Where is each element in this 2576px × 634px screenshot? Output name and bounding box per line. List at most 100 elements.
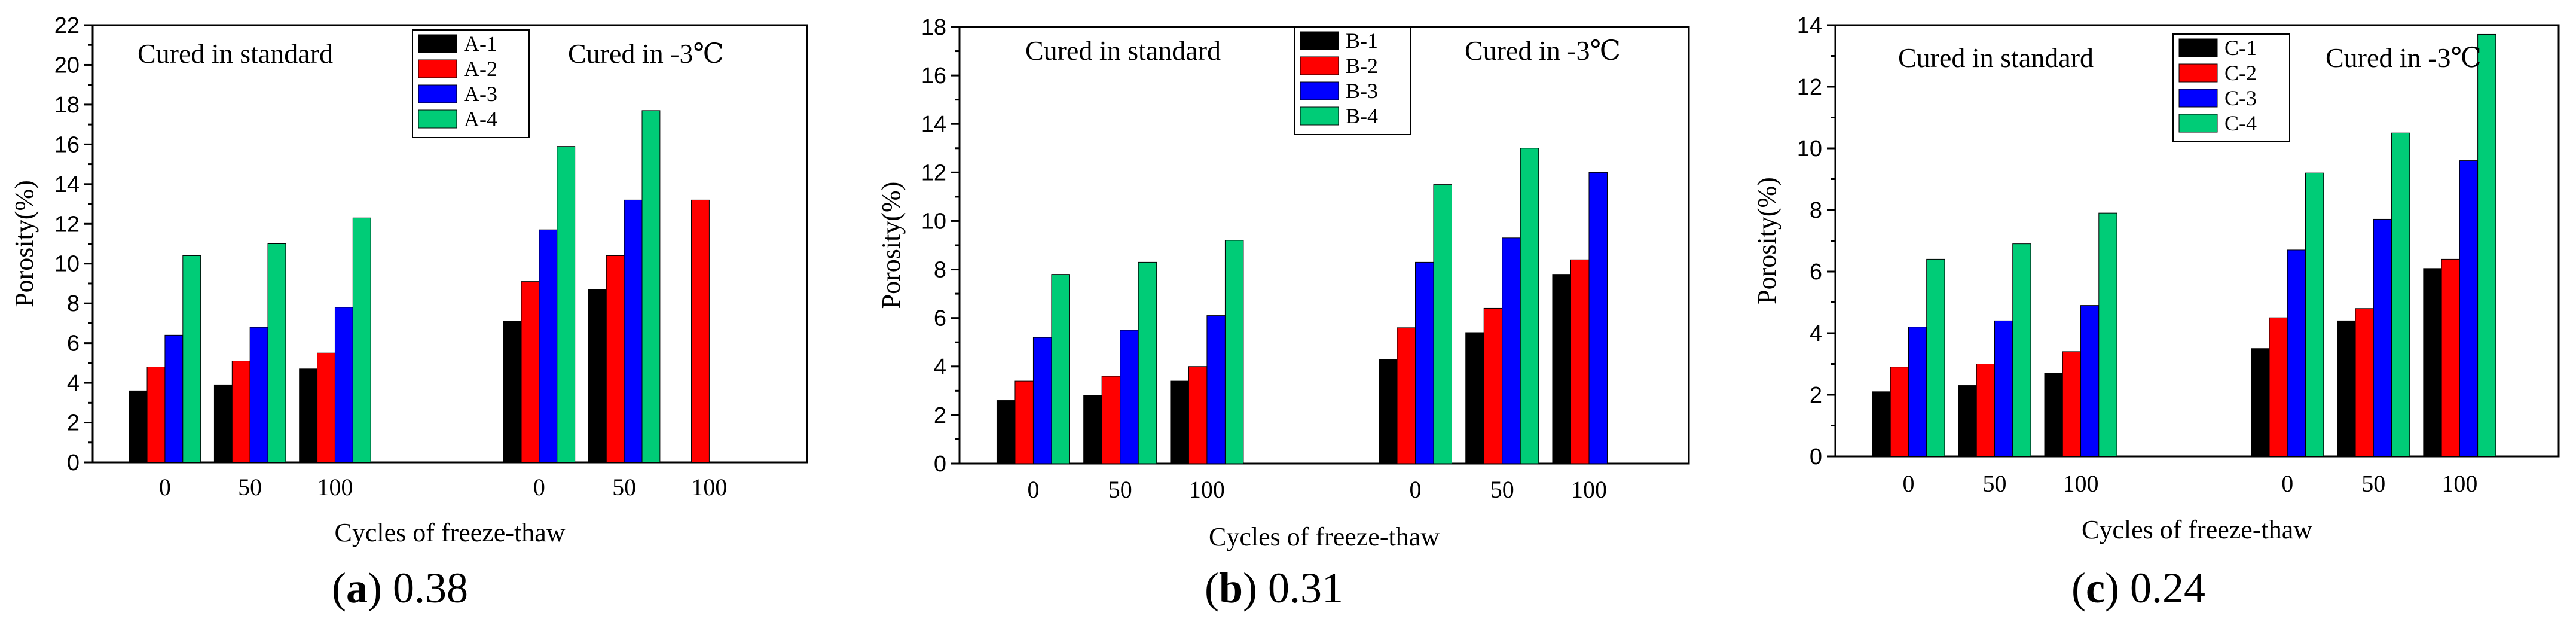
legend-label-C-3: C-3 <box>2224 86 2257 110</box>
x-tick-label: 0 <box>159 474 171 501</box>
bar-C-3-cat0 <box>1908 327 1927 457</box>
bar-C-3-cat1 <box>1994 320 2013 457</box>
legend-swatch-B-2 <box>1300 56 1339 75</box>
bar-B-1-cat4 <box>1465 332 1484 464</box>
y-tick-label: 12 <box>921 160 946 185</box>
bar-B-3-cat0 <box>1032 337 1052 464</box>
y-tick-label: 0 <box>1810 444 1822 470</box>
bar-B-2-cat2 <box>1188 366 1208 464</box>
bar-C-4-cat0 <box>1926 258 1945 457</box>
y-tick-label: 2 <box>67 411 80 436</box>
bar-A-4-cat4 <box>641 110 661 463</box>
legend-label-A-2: A-2 <box>464 57 497 81</box>
legend-label-B-3: B-3 <box>1346 79 1378 103</box>
caption-a-value: 0.38 <box>381 564 468 612</box>
caption-a-letter: a <box>346 564 368 612</box>
bar-B-1-cat5 <box>1552 274 1571 464</box>
bar-C-1-cat5 <box>2423 268 2442 457</box>
y-tick-label: 22 <box>54 13 80 38</box>
bar-B-4-cat3 <box>1433 184 1452 464</box>
y-axis-title: Porosity(%) <box>876 182 906 309</box>
bar-C-3-cat4 <box>2373 218 2392 457</box>
bar-A-3-cat0 <box>164 334 184 463</box>
y-tick-label: 12 <box>1797 75 1822 100</box>
caption-a: (a) 0.38 <box>332 564 468 612</box>
bar-B-2-cat1 <box>1101 376 1121 464</box>
bar-C-4-cat2 <box>2098 212 2117 457</box>
y-tick-label: 14 <box>54 172 80 197</box>
x-tick-label: 100 <box>2441 470 2477 497</box>
bar-B-4-cat1 <box>1138 261 1157 464</box>
bar-B-4-cat2 <box>1224 240 1244 464</box>
y-tick-label: 6 <box>67 331 80 356</box>
legend-label-B-2: B-2 <box>1346 54 1378 78</box>
y-axis-title: Porosity(%) <box>1752 177 1781 304</box>
bar-C-1-cat1 <box>1958 385 1977 457</box>
bar-C-2-cat5 <box>2441 258 2460 457</box>
annotation-standard: Cured in standard <box>137 38 333 69</box>
x-tick-label: 100 <box>691 474 727 501</box>
annotation-minus3: Cured in -3℃ <box>1465 35 1621 66</box>
y-tick-label: 4 <box>934 355 946 380</box>
bar-C-3-cat2 <box>2080 305 2100 457</box>
caption-b-letter: b <box>1218 564 1243 612</box>
bar-C-4-cat1 <box>2012 243 2031 457</box>
y-tick-label: 12 <box>54 212 80 237</box>
x-tick-label: 100 <box>317 474 353 501</box>
y-tick-label: 10 <box>1797 136 1822 161</box>
legend-label-C-4: C-4 <box>2224 111 2257 135</box>
chart-panel-b: 0 2 4 6 8 10 12 14 16 18 Porosity(%) 0 50 100 0 50 100 Cy… <box>876 15 1690 551</box>
annotation-standard: Cured in standard <box>1898 42 2094 73</box>
y-tick-label: 16 <box>54 132 80 157</box>
bar-C-3-cat5 <box>2459 160 2479 457</box>
legend-swatch-B-4 <box>1300 106 1339 126</box>
y-tick-label: 18 <box>54 93 80 118</box>
legend-swatch-A-2 <box>418 59 457 78</box>
bar-C-2-cat3 <box>2269 317 2288 457</box>
bar-B-2-cat5 <box>1570 259 1590 464</box>
legend-label-A-4: A-4 <box>464 107 497 131</box>
bar-A-2-cat5 <box>691 199 710 463</box>
y-tick-label: 14 <box>921 112 946 137</box>
caption-c: (c) 0.24 <box>2071 564 2205 612</box>
bar-A-3-cat3 <box>539 229 558 463</box>
annotation-minus3: Cured in -3℃ <box>568 38 724 69</box>
bar-C-1-cat0 <box>1872 391 1891 457</box>
bar-C-4-cat5 <box>2477 33 2496 457</box>
y-tick-label: 0 <box>934 452 946 477</box>
legend-label-C-2: C-2 <box>2224 61 2257 85</box>
x-tick-label: 100 <box>2063 470 2099 497</box>
bar-B-2-cat0 <box>1014 380 1034 464</box>
x-axis-title: Cycles of freeze-thaw <box>334 518 565 547</box>
bar-B-4-cat0 <box>1051 274 1070 464</box>
legend-swatch-A-1 <box>418 34 457 53</box>
legend-label-B-1: B-1 <box>1346 29 1378 53</box>
legend-swatch-B-3 <box>1300 81 1339 100</box>
legend-swatch-C-4 <box>2178 114 2218 133</box>
y-tick-label: 8 <box>67 291 80 316</box>
x-tick-label: 100 <box>1189 476 1225 503</box>
bar-A-3-cat1 <box>249 327 268 463</box>
legend-swatch-A-4 <box>418 109 457 129</box>
y-tick-label: 18 <box>921 15 946 40</box>
bar-B-2-cat3 <box>1397 327 1416 464</box>
bar-B-4-cat4 <box>1520 148 1539 464</box>
y-tick-label: 4 <box>67 371 80 396</box>
legend-swatch-C-3 <box>2178 89 2218 108</box>
y-tick-label: 2 <box>934 403 946 428</box>
y-tick-label: 4 <box>1810 321 1822 346</box>
x-tick-label: 50 <box>238 474 262 501</box>
bar-A-3-cat2 <box>334 307 353 463</box>
bar-C-1-cat3 <box>2251 348 2270 457</box>
bar-A-1-cat4 <box>588 289 607 463</box>
bar-B-3-cat5 <box>1588 172 1608 464</box>
bar-A-4-cat2 <box>352 217 371 463</box>
y-tick-label: 6 <box>1810 260 1822 285</box>
x-axis-title: Cycles of freeze-thaw <box>1209 522 1440 551</box>
bar-A-2-cat4 <box>606 255 625 463</box>
caption-b: (b) 0.31 <box>1205 564 1344 612</box>
x-tick-label: 0 <box>1027 476 1039 503</box>
y-tick-label: 0 <box>67 450 80 476</box>
bar-A-3-cat4 <box>624 199 643 463</box>
